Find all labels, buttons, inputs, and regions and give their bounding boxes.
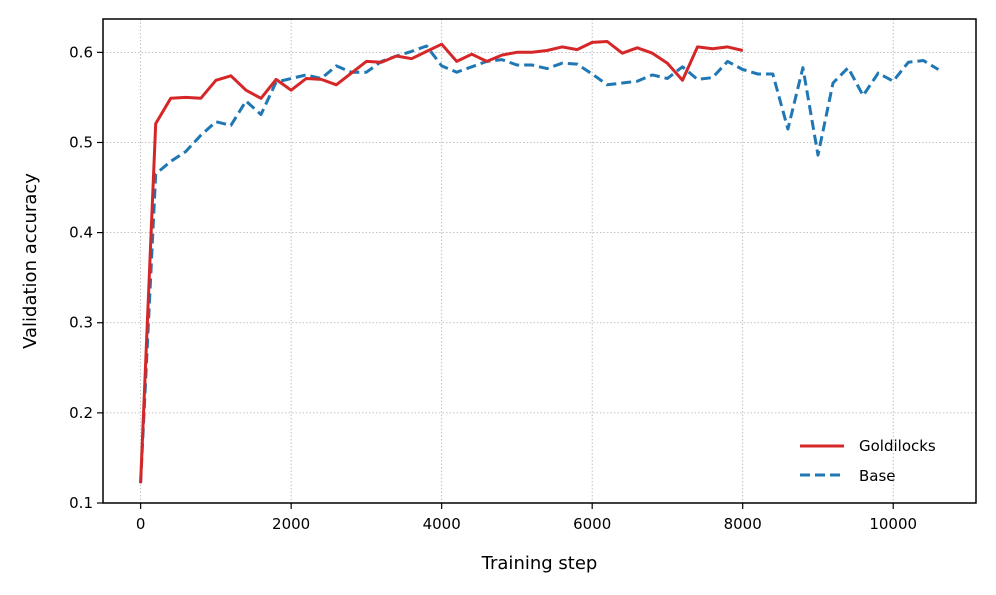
series-line-base — [139, 44, 940, 484]
series-line-goldilocks — [139, 40, 744, 484]
x-tick-label: 8000 — [724, 515, 762, 533]
y-tick-label: 0.6 — [69, 43, 93, 61]
legend: Goldilocks Base — [800, 437, 936, 485]
x-tick-label: 4000 — [423, 515, 461, 533]
x-axis-label: Training step — [481, 553, 598, 574]
x-tick-label: 2000 — [272, 515, 310, 533]
series-layer — [139, 40, 940, 484]
y-tick-label: 0.1 — [69, 494, 93, 512]
y-tick-label: 0.2 — [69, 404, 93, 422]
y-tick-label: 0.3 — [69, 314, 93, 332]
x-tick-label: 0 — [136, 515, 146, 533]
y-axis-label: Validation accuracy — [20, 173, 41, 349]
grid-lines — [103, 19, 976, 504]
plot-frame — [102, 18, 977, 504]
x-tick-label: 6000 — [573, 515, 611, 533]
y-tick-label: 0.5 — [69, 133, 93, 151]
legend-label-base: Base — [859, 467, 896, 485]
x-tick-label: 10000 — [869, 515, 917, 533]
y-tick-label: 0.4 — [69, 224, 93, 242]
legend-label-goldilocks: Goldilocks — [859, 437, 936, 455]
axis-ticks: 0 2000 4000 6000 8000 10000 0.1 0.2 0.3 0.4 0.5 0.6 — [69, 43, 917, 533]
